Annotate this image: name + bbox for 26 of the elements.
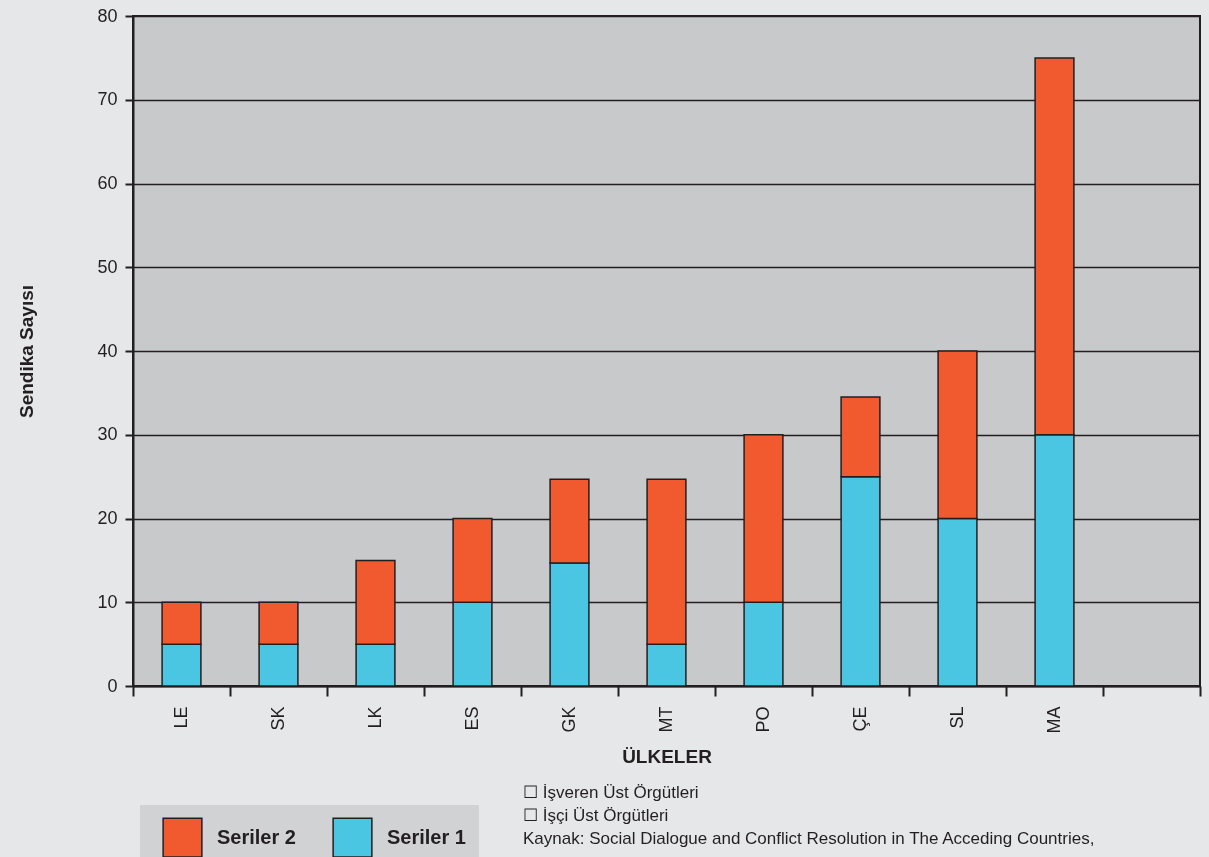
x-tick-label: MA bbox=[1044, 706, 1064, 734]
x-tick-label: SL bbox=[947, 706, 967, 729]
y-tick-label: 40 bbox=[97, 340, 118, 361]
x-tick-label: LK bbox=[365, 706, 385, 729]
x-tick-label: ÇE bbox=[850, 706, 870, 732]
y-tick-label: 0 bbox=[107, 675, 118, 696]
y-tick-label: 20 bbox=[97, 508, 118, 528]
text: ☐ İşçi Üst Örgütleri bbox=[523, 805, 670, 827]
text: Kaynak: Social Dialogue and Conflict Resolution in The Acceding Countries, bbox=[523, 828, 1095, 850]
y-tick-label: 80 bbox=[97, 5, 118, 26]
y-axis-title: Sendika Sayısı bbox=[16, 284, 38, 419]
x-tick-label: LE bbox=[171, 706, 191, 729]
y-tick-label: 60 bbox=[97, 173, 118, 193]
x-tick-label: PO bbox=[753, 706, 773, 733]
y-tick-label: 30 bbox=[97, 424, 118, 445]
y-tick-label: 50 bbox=[97, 256, 118, 277]
x-tick-label: SK bbox=[268, 706, 288, 731]
x-tick-label: MT bbox=[656, 706, 676, 733]
text: ☐ İşveren Üst Örgütleri bbox=[523, 782, 700, 804]
x-axis-title: ÜLKELER bbox=[622, 745, 713, 767]
legend-label: Seriler 1 bbox=[387, 825, 466, 848]
legend-label: Seriler 2 bbox=[217, 825, 296, 848]
y-tick-label: 10 bbox=[97, 591, 118, 612]
x-tick-label: GK bbox=[559, 706, 579, 733]
x-tick-label: ES bbox=[462, 706, 482, 731]
y-tick-label: 70 bbox=[97, 89, 118, 110]
